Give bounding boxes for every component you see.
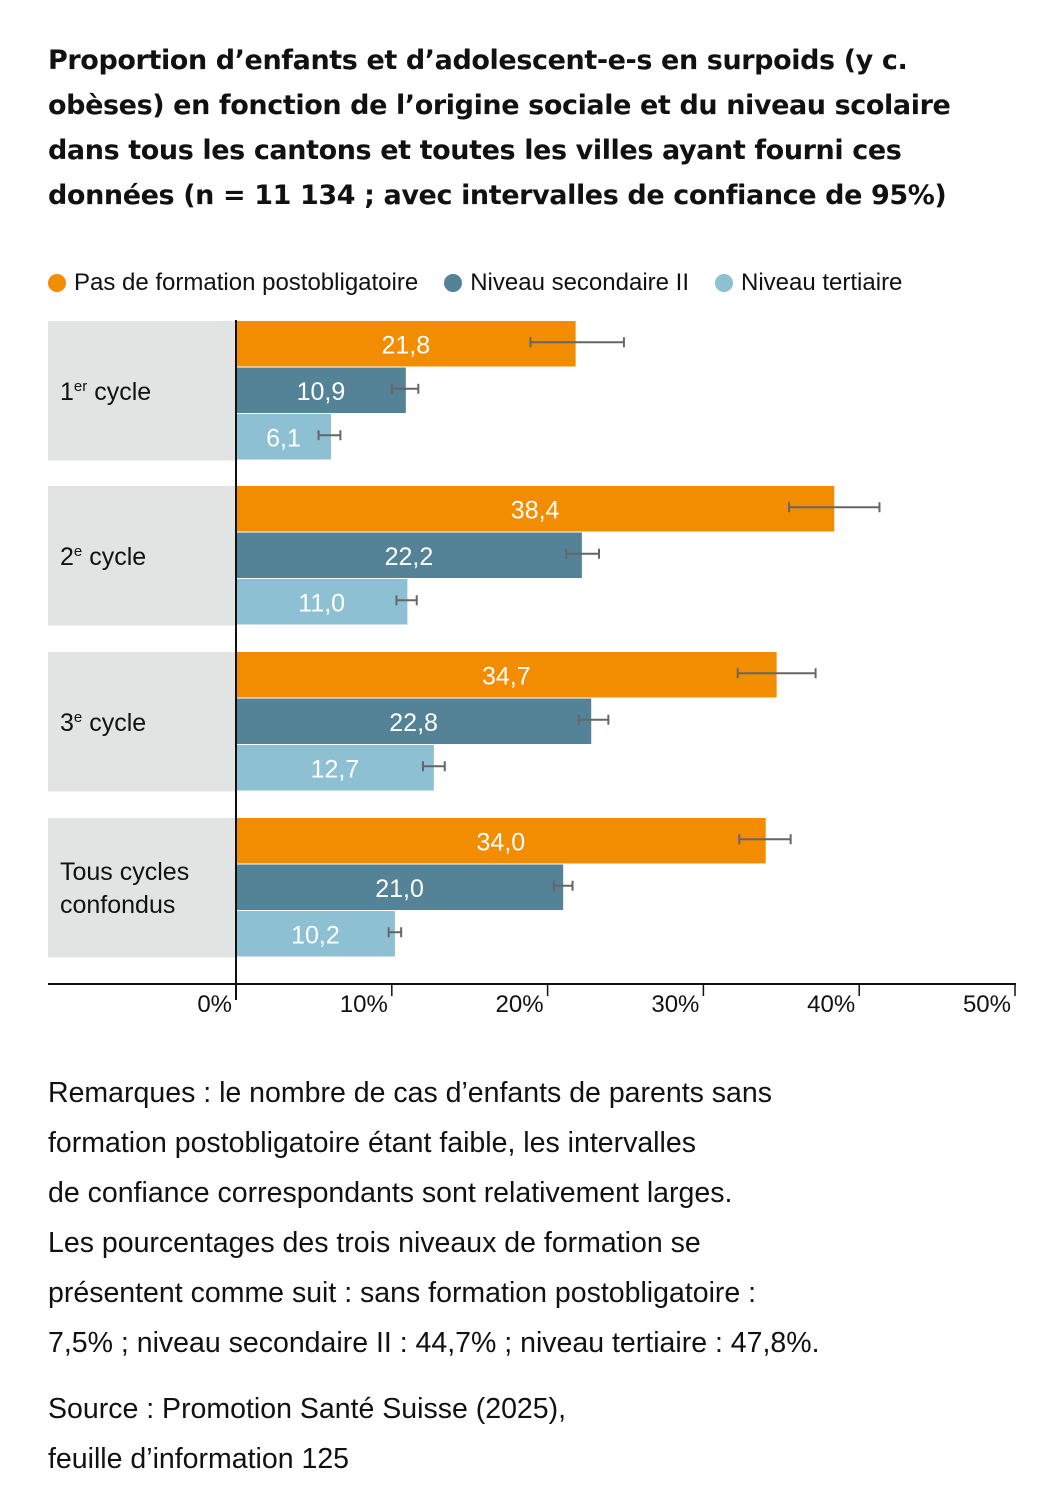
bar-chart: 1er cycle 21,8 10,9 6,1 2e cycle 38,4 22,2 11,0… <box>48 320 1016 1018</box>
bar-value-label: 21,8 <box>381 331 430 359</box>
category-band <box>48 321 236 461</box>
title-line: obèses) en fonction de l’origine sociale… <box>48 90 951 121</box>
chart-notes: Remarques : le nombre de cas d’enfants d… <box>48 1068 1038 1368</box>
x-tick-label: 0% <box>197 991 232 1018</box>
notes-line: présentent comme suit : sans formation p… <box>48 1277 757 1309</box>
title-line: Proportion d’enfants et d’adolescent-e-s… <box>48 45 908 76</box>
x-tick-label: 20% <box>496 991 544 1018</box>
x-tick-label: 40% <box>807 991 855 1018</box>
notes-line: 7,5% ; niveau secondaire II : 44,7% ; ni… <box>48 1327 820 1359</box>
legend-label: Niveau tertiaire <box>741 269 903 296</box>
category-label: 3e cycle <box>60 709 146 737</box>
legend-item: Pas de formation postobligatoire <box>48 269 418 297</box>
notes-line: formation postobligatoire étant faible, … <box>48 1127 696 1159</box>
bar-value-label: 34,7 <box>482 662 531 690</box>
x-tick-label: 50% <box>963 991 1011 1018</box>
legend-item: Niveau secondaire II <box>444 269 689 297</box>
bar <box>236 532 582 578</box>
title-line: dans tous les cantons et toutes les vill… <box>48 135 902 166</box>
bar-value-label: 34,0 <box>477 828 526 856</box>
chart-source: Source : Promotion Santé Suisse (2025), … <box>48 1384 948 1484</box>
bar-value-label: 11,0 <box>298 589 345 617</box>
source-line: feuille d’information 125 <box>48 1443 350 1475</box>
legend-swatch-dot-icon <box>715 274 733 292</box>
title-line: données (n = 11 134 ; avec intervalles d… <box>48 180 947 211</box>
x-tick-label: 30% <box>651 991 699 1018</box>
bar <box>236 745 434 791</box>
bar-value-label: 10,9 <box>297 378 346 406</box>
bar <box>236 321 576 367</box>
legend-item: Niveau tertiaire <box>715 269 902 297</box>
bar-value-label: 6,1 <box>266 424 301 452</box>
category-label-line2: confondus <box>60 891 175 919</box>
category-label: 1er cycle <box>60 378 151 406</box>
chart-title: Proportion d’enfants et d’adolescent-e-s… <box>48 38 1038 218</box>
legend-label: Niveau secondaire II <box>470 269 689 296</box>
bar-value-label: 22,2 <box>385 543 434 571</box>
legend-swatch-dot-icon <box>444 274 463 292</box>
bar <box>236 579 408 625</box>
chart-legend: Pas de formation postobligatoire Niveau … <box>48 266 902 300</box>
category-label: Tous cycles <box>60 858 189 886</box>
bar <box>236 864 564 910</box>
bar <box>236 911 395 957</box>
bar <box>236 486 835 532</box>
bar <box>236 367 406 413</box>
bar-value-label: 21,0 <box>375 875 424 903</box>
notes-line: Les pourcentages des trois niveaux de fo… <box>48 1227 701 1259</box>
category-band <box>48 652 236 792</box>
legend-swatch-dot-icon <box>48 274 66 292</box>
legend-label: Pas de formation postobligatoire <box>74 269 419 296</box>
category-label: 2e cycle <box>60 543 146 571</box>
x-tick-label: 10% <box>340 991 388 1018</box>
category-band <box>48 486 236 626</box>
bar <box>236 414 332 460</box>
bar <box>236 818 766 864</box>
bar <box>236 652 777 698</box>
bar-value-label: 22,8 <box>389 709 438 737</box>
bar-value-label: 38,4 <box>511 496 560 524</box>
category-band <box>48 818 236 958</box>
notes-line: Remarques : le nombre de cas d’enfants d… <box>48 1077 772 1109</box>
bar-value-label: 10,2 <box>291 921 340 949</box>
source-line: Source : Promotion Santé Suisse (2025), <box>48 1393 567 1425</box>
bar-value-label: 12,7 <box>311 755 360 783</box>
bar <box>236 698 592 744</box>
notes-line: de confiance correspondants sont relativ… <box>48 1177 733 1209</box>
